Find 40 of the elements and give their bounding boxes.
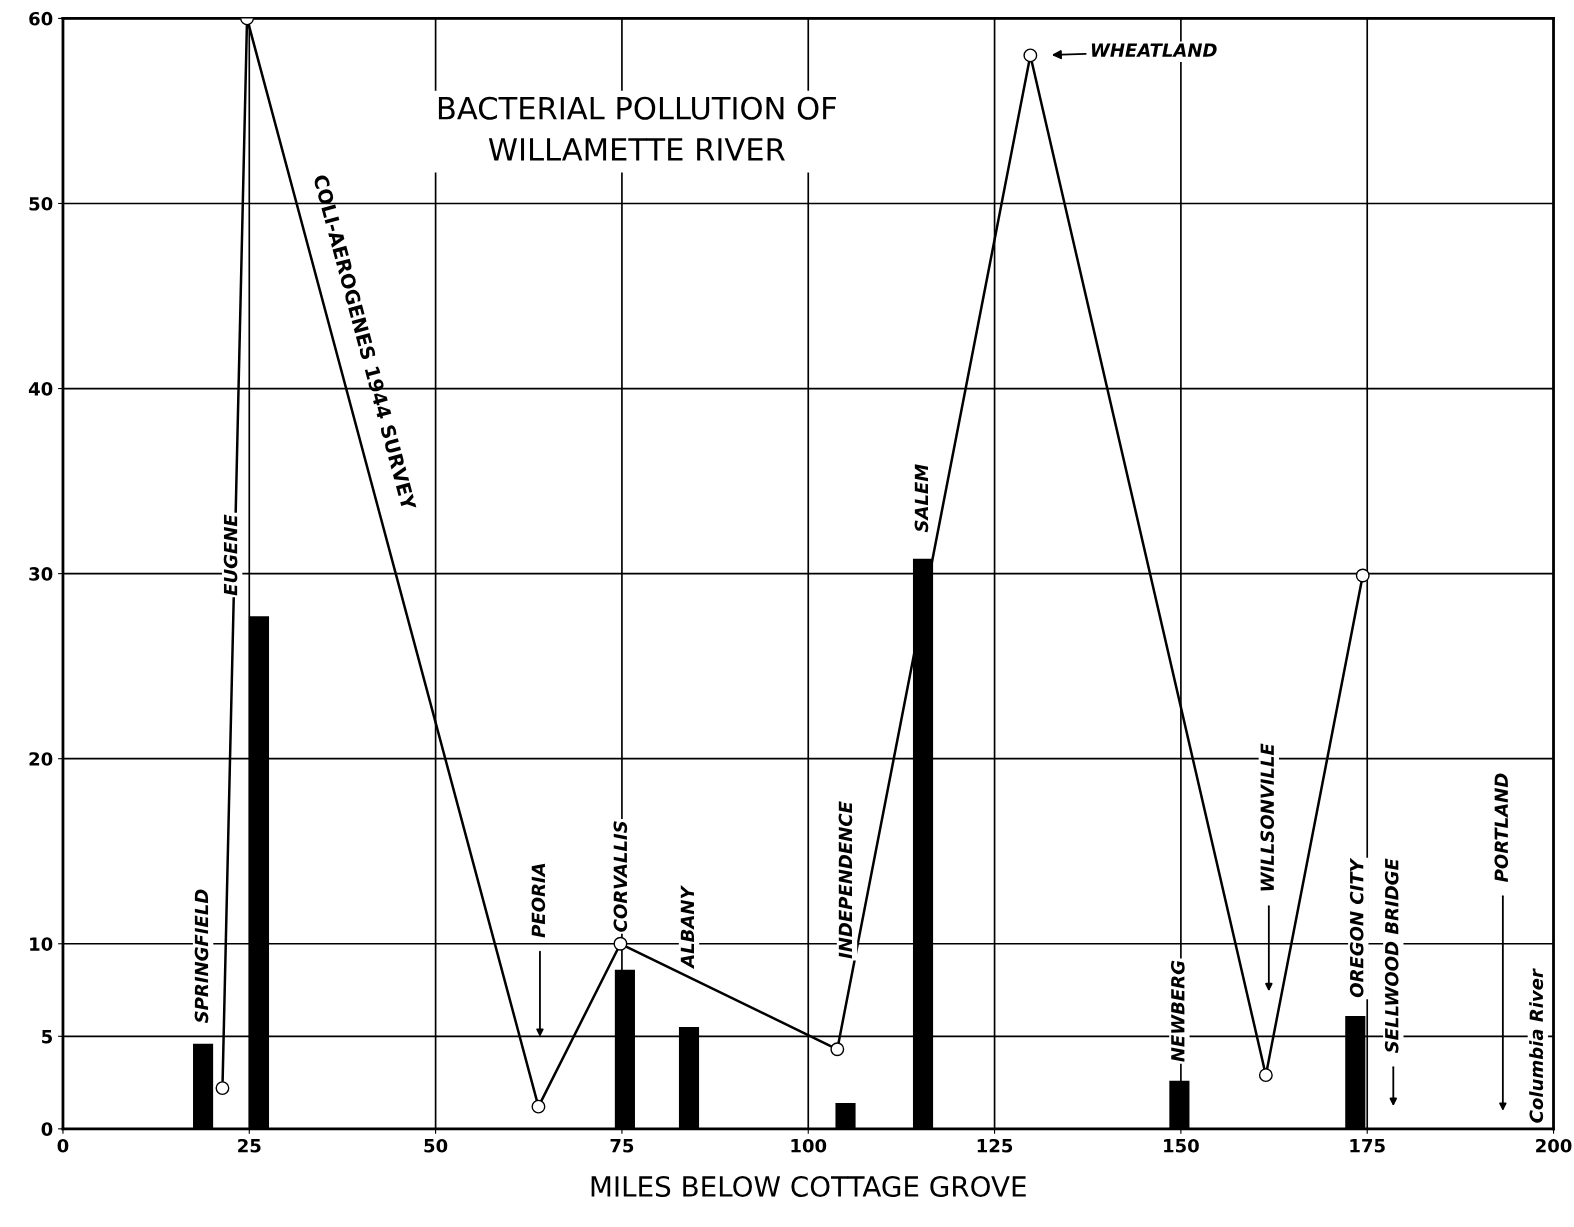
y-tick-label: 0 [41, 1122, 53, 1136]
y-tick-label: 60 [29, 11, 53, 26]
annotation: INDEPENDENCE [838, 801, 853, 959]
x-tick-label: 175 [1350, 1139, 1385, 1153]
point [215, 1081, 230, 1096]
annotation: NEWBERG [1170, 960, 1185, 1062]
x-tick-label: 100 [791, 1138, 827, 1153]
x-tick-label: 200 [1536, 1138, 1572, 1153]
annotation: PORTLAND [1494, 773, 1509, 882]
x-tick-label: 125 [977, 1138, 1013, 1153]
x-tick-label: 75 [610, 1139, 634, 1153]
annotation: SELLWOOD BRIDGE [1384, 858, 1399, 1054]
annotation: OREGON CITY [1349, 857, 1364, 998]
y-tick-label: 50 [29, 196, 53, 211]
annotation: SPRINGFIELD [194, 889, 209, 1024]
point [613, 936, 628, 951]
x-tick-label: 0 [57, 1138, 69, 1153]
y-tick-label: 20 [29, 752, 53, 766]
point [830, 1042, 845, 1057]
y-tick-label: 30 [29, 567, 53, 581]
annotation: WILLSONVILLE [1260, 743, 1275, 891]
y-tick-label: 40 [28, 382, 53, 396]
x-tick-label: 50 [424, 1138, 448, 1153]
annotation: WHEATLAND [1091, 43, 1217, 57]
point [531, 1099, 546, 1114]
x-tick-label: 150 [1164, 1138, 1199, 1153]
text: BACTERIAL POLLUTION OF WILLAMETTE RIVER [438, 96, 836, 161]
point [1355, 568, 1370, 583]
annotation: Columbia River [1529, 968, 1544, 1123]
x-tick-label: 25 [238, 1138, 261, 1153]
annotation: CORVALLIS [613, 821, 628, 932]
y-tick-label: 10 [30, 937, 53, 951]
point [1023, 48, 1038, 63]
x-axis-title: MILES BELOW COTTAGE GROVE [591, 1175, 1026, 1197]
annotation: EUGENE [223, 514, 238, 596]
annotation: PEORIA [531, 863, 546, 938]
y-tick-label: 5 [42, 1030, 52, 1044]
point [1258, 1068, 1273, 1083]
annotation: ALBANY [680, 884, 694, 969]
annotation: SALEM [914, 464, 929, 533]
